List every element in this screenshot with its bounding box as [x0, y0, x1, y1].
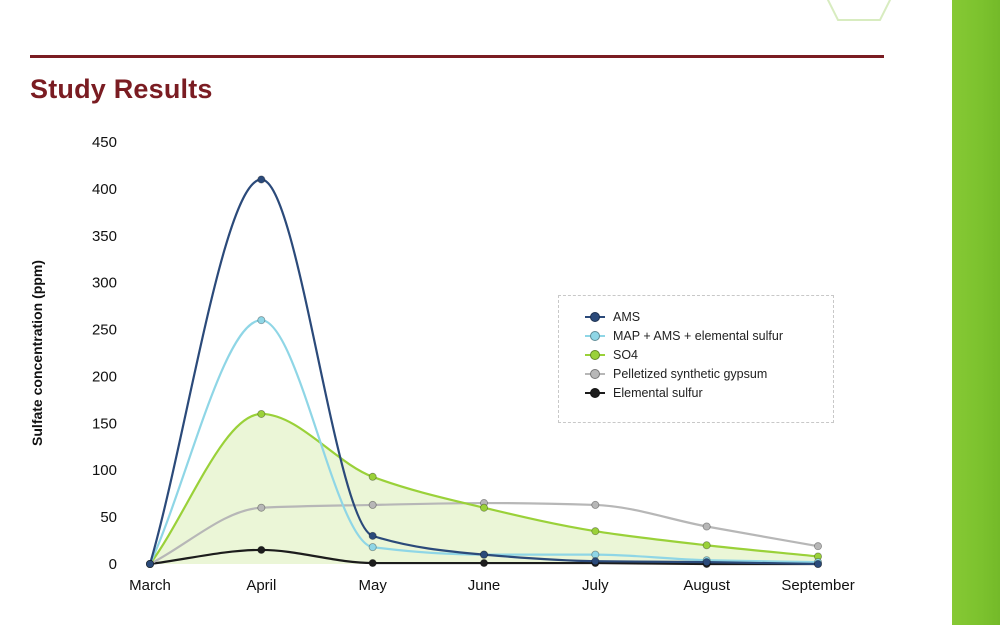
y-tick-label: 250: [92, 322, 117, 339]
data-point-map-ams-elemental-sulfur: [257, 316, 266, 325]
x-tick-label: September: [781, 577, 854, 594]
data-point-ams: [257, 175, 266, 184]
legend-label: SO4: [613, 347, 639, 362]
x-tick-label: June: [468, 577, 501, 594]
data-point-ams: [591, 557, 600, 566]
data-point-map-ams-elemental-sulfur: [368, 543, 377, 552]
data-point-map-ams-elemental-sulfur: [591, 550, 600, 559]
data-point-elemental-sulfur: [368, 559, 377, 568]
y-tick-label: 0: [109, 556, 117, 573]
data-point-so4: [702, 541, 711, 550]
y-tick-label: 100: [92, 462, 117, 479]
series-area-so4: [150, 413, 818, 564]
data-point-ams: [145, 560, 154, 569]
data-point-so4: [368, 472, 377, 481]
x-tick-label: May: [358, 577, 387, 594]
legend-swatch-icon: [585, 387, 605, 399]
data-point-pelletized-synthetic-gypsum: [702, 522, 711, 531]
series-line-map-ams-elemental-sulfur: [148, 319, 820, 566]
data-point-elemental-sulfur: [257, 545, 266, 554]
data-point-ams: [479, 550, 488, 559]
data-point-pelletized-synthetic-gypsum: [814, 542, 823, 551]
legend-item-map-ams-elemental-sulfur: MAP + AMS + elemental sulfur: [585, 326, 833, 345]
y-tick-label: 50: [100, 509, 117, 526]
x-tick-label: March: [129, 577, 171, 594]
chart-legend: AMS MAP + AMS + elemental sulfur SO4 Pellet…: [558, 295, 834, 423]
legend-item-elemental-sulfur: Elemental sulfur: [585, 383, 833, 402]
data-point-ams: [368, 531, 377, 540]
legend-label: Elemental sulfur: [613, 385, 703, 400]
data-point-elemental-sulfur: [479, 559, 488, 568]
legend-swatch-icon: [585, 330, 605, 342]
x-tick-label: August: [683, 577, 731, 594]
legend-label: AMS: [613, 309, 641, 324]
data-point-pelletized-synthetic-gypsum: [368, 500, 377, 509]
y-tick-label: 450: [92, 134, 117, 151]
series-line-ams: [148, 178, 820, 566]
data-point-so4: [257, 409, 266, 418]
header-rule: [30, 55, 884, 58]
data-point-so4: [591, 527, 600, 536]
section-heading: Study Results: [30, 74, 213, 104]
data-point-pelletized-synthetic-gypsum: [591, 500, 600, 509]
legend-item-so4: SO4: [585, 345, 833, 364]
y-tick-label: 200: [92, 368, 117, 385]
y-tick-label: 300: [92, 275, 117, 292]
data-point-ams: [702, 558, 711, 567]
legend-label: Pelletized synthetic gypsum: [613, 366, 768, 381]
data-point-pelletized-synthetic-gypsum: [257, 503, 266, 512]
hexagon-decoration-icon: [826, 0, 892, 21]
sulfate-line-chart: 0 50 100 150 200 250 300 350 400 450 Sulfate conce…: [29, 134, 855, 594]
legend-label: MAP + AMS + elemental sulfur: [613, 328, 783, 343]
legend-swatch-icon: [585, 368, 605, 380]
y-tick-label: 150: [92, 415, 117, 432]
y-axis-label: Sulfate concentration (ppm): [29, 260, 45, 446]
x-tick-label: July: [582, 577, 609, 594]
legend-swatch-icon: [585, 311, 605, 323]
legend-item-ams: AMS: [585, 307, 833, 326]
data-point-ams: [814, 560, 823, 569]
legend-item-pelletized-synthetic-gypsum: Pelletized synthetic gypsum: [585, 364, 833, 383]
y-tick-label: 350: [92, 228, 117, 245]
data-point-so4: [479, 503, 488, 512]
legend-swatch-icon: [585, 349, 605, 361]
y-tick-label: 400: [92, 181, 117, 198]
accent-side-bar: [952, 0, 1000, 625]
x-tick-label: April: [246, 577, 276, 594]
